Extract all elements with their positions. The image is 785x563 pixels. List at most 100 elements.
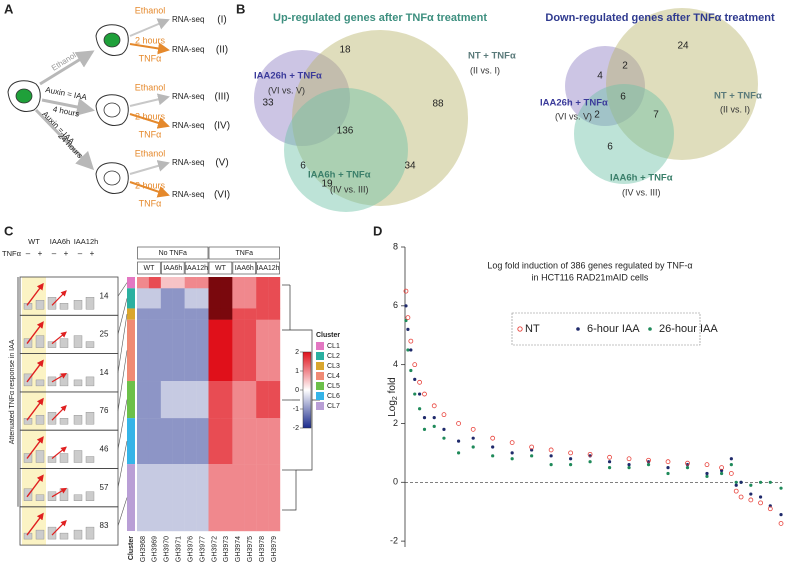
point — [405, 315, 411, 320]
cluster-swatch — [316, 352, 324, 360]
point — [569, 457, 573, 461]
venn-title: Down-regulated genes after TNFα treatmen… — [545, 12, 775, 24]
heat-cell — [268, 308, 281, 320]
connector — [117, 350, 128, 412]
heat-cell — [184, 308, 197, 320]
cluster-swatch — [316, 392, 324, 400]
point — [749, 492, 753, 496]
cluster-legend-label: CL3 — [327, 363, 340, 370]
set-name: IAA6h + TNFα — [308, 170, 371, 181]
heat-cell — [172, 288, 185, 309]
point — [728, 471, 734, 476]
legend-label: 6-hour IAA — [587, 323, 640, 335]
point — [779, 486, 783, 490]
sample-id: (II) — [216, 45, 228, 56]
heat-cell — [220, 319, 233, 382]
heat-cell — [148, 464, 162, 532]
set-comparison: (IV vs. III) — [330, 184, 369, 194]
heat-cell — [268, 464, 281, 532]
profile-bar — [73, 494, 83, 501]
connector — [117, 399, 128, 450]
heat-cell — [160, 464, 173, 532]
venn-set — [254, 50, 350, 146]
point — [588, 460, 592, 464]
genotype-header: WT — [215, 265, 227, 272]
colorbar-tick-label: -2 — [293, 425, 299, 432]
heat-cell — [184, 277, 197, 289]
region-count: 6 — [300, 161, 306, 172]
point — [626, 456, 632, 462]
profile-arrow — [26, 436, 44, 459]
region-count: 136 — [337, 126, 354, 137]
profile-bar — [35, 529, 45, 540]
cluster-swatch — [316, 372, 324, 380]
cluster-axis-label: Cluster — [128, 536, 135, 560]
point — [738, 494, 744, 500]
heat-cell — [256, 277, 269, 289]
heat-cell — [220, 277, 233, 289]
panel-label: A — [4, 1, 14, 16]
cluster-legend-label: CL5 — [327, 383, 340, 390]
connector — [117, 282, 128, 297]
cluster-bar — [127, 418, 135, 465]
heat-cell — [137, 464, 150, 532]
branch-label: TNFα — [139, 129, 162, 139]
heat-cell — [256, 308, 269, 320]
assay-label: RNA-seq — [172, 15, 204, 24]
region-count: 2 — [594, 110, 600, 121]
region-count: 2 — [622, 61, 628, 72]
genotype-header: IAA6h — [163, 265, 182, 272]
region-count: 34 — [404, 161, 416, 172]
sample-label: GH3969 — [152, 536, 159, 562]
y-tick-label: 2 — [393, 418, 398, 428]
point — [403, 288, 409, 294]
point — [529, 444, 535, 450]
region-count: 6 — [620, 92, 626, 103]
heat-cell — [196, 288, 209, 309]
chart-title: Log fold induction of 386 genes regulate… — [487, 260, 692, 270]
heat-cell — [244, 277, 257, 289]
cluster-legend-title: Cluster — [316, 332, 340, 339]
sample-label: GH3970 — [164, 536, 171, 562]
heat-cell — [244, 418, 257, 465]
cluster-swatch — [316, 402, 324, 410]
sign: – — [52, 249, 57, 258]
colorbar — [302, 351, 312, 429]
nucleus — [103, 102, 121, 118]
nucleus — [103, 32, 121, 48]
region-count: 18 — [339, 45, 351, 56]
point — [768, 480, 772, 484]
branch-arrow — [129, 113, 170, 129]
venn-title: Up-regulated genes after TNFα treatment — [273, 12, 487, 24]
profile-arrow — [26, 397, 44, 421]
sample-id: (IV) — [214, 121, 230, 132]
genotype-header: WT — [28, 237, 40, 246]
point — [417, 379, 423, 385]
point — [729, 457, 733, 461]
side-label: Attenuated TNFα response in IAA — [9, 339, 16, 444]
branch-arrow — [129, 181, 170, 198]
point — [758, 500, 763, 506]
heat-cell — [220, 464, 233, 532]
set-comparison: (II vs. I) — [720, 104, 750, 114]
profile-bar — [85, 491, 95, 501]
profile-arrow — [51, 331, 67, 345]
profile-bar — [59, 453, 69, 463]
branch-label: 2 hours — [135, 180, 166, 190]
profile-bar — [73, 415, 83, 425]
point — [720, 471, 724, 476]
point — [490, 435, 496, 441]
sign: + — [64, 249, 69, 258]
genotype-header: IAA12h — [74, 237, 99, 246]
dendrogram — [289, 285, 320, 511]
point — [779, 513, 783, 517]
heat-cell — [160, 418, 173, 465]
branch-label: TNFα — [139, 53, 162, 63]
point — [470, 426, 476, 432]
genotype-header: IAA6h — [50, 237, 70, 246]
point — [413, 392, 417, 396]
region-count: 33 — [262, 98, 274, 109]
heat-cell — [196, 319, 209, 382]
point — [749, 483, 753, 487]
point — [510, 451, 514, 455]
